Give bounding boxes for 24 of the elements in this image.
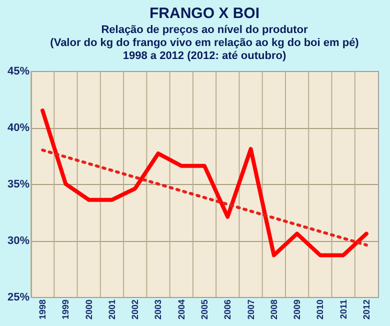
x-tick-label: 2007 <box>246 300 256 320</box>
x-tick-label: 2006 <box>222 300 233 320</box>
x-tick-label: 2005 <box>200 300 210 320</box>
x-tick-label: 1999 <box>60 300 71 320</box>
x-tick-label: 2001 <box>106 300 117 320</box>
x-tick-label: 1998 <box>38 300 48 320</box>
x-tick-label: 2010 <box>315 300 326 320</box>
y-tick-label: 45% <box>7 66 30 78</box>
x-tick-label: 2002 <box>130 300 140 320</box>
x-tick-label: 2012 <box>361 300 372 320</box>
line-series <box>41 148 368 247</box>
x-tick-label: 2000 <box>84 300 94 320</box>
y-tick-label: 35% <box>7 178 30 190</box>
line-series <box>40 108 368 258</box>
x-tick-label: 2008 <box>268 300 279 320</box>
x-tick-label: 2011 <box>338 300 348 320</box>
x-tick-label: 2003 <box>153 300 164 320</box>
chart-subtitle: Relação de preços ao nível do produtor (Valor do kg do frango vivo em relação ao kg do boi em pé) 1998 a 2012 (2012: até outubro) <box>50 24 360 62</box>
chart-title: FRANGO X BOI <box>149 5 260 22</box>
x-tick-label: 2009 <box>292 300 302 320</box>
y-tick-label: 40% <box>7 122 30 134</box>
x-tick-label: 2004 <box>176 300 186 320</box>
y-tick-label: 30% <box>7 235 30 247</box>
y-tick-label: 25% <box>7 292 30 304</box>
